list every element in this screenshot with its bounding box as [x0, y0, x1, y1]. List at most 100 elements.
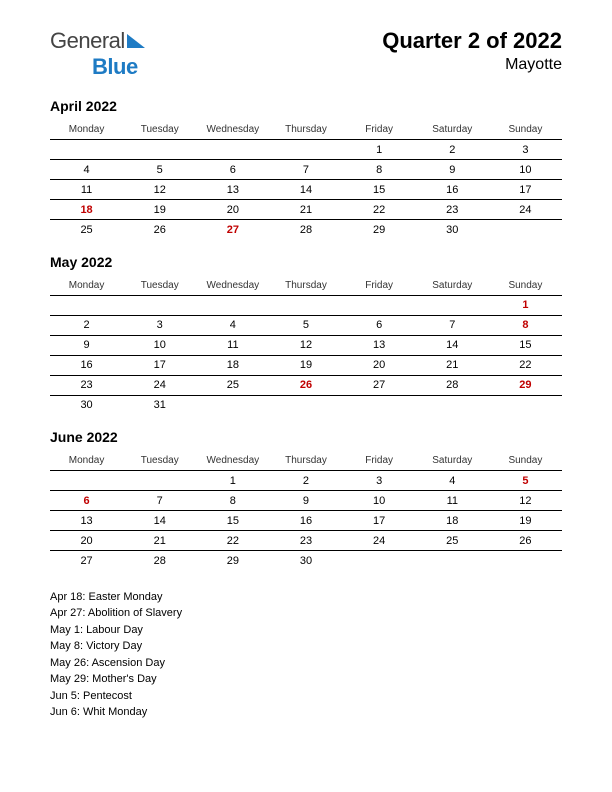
calendar-cell: 6 — [196, 160, 269, 180]
logo-text: GeneralBlue — [50, 28, 145, 80]
calendar-cell — [50, 471, 123, 491]
calendar-cell: 30 — [269, 551, 342, 571]
calendar-row: 45678910 — [50, 160, 562, 180]
calendar-cell: 3 — [489, 140, 562, 160]
calendar-row: 1 — [50, 295, 562, 315]
calendar-cell — [196, 295, 269, 315]
calendar-cell: 27 — [343, 375, 416, 395]
month-block: April 2022MondayTuesdayWednesdayThursday… — [50, 98, 562, 240]
calendar-cell: 30 — [50, 395, 123, 415]
calendar-cell: 15 — [343, 180, 416, 200]
calendar-row: 9101112131415 — [50, 335, 562, 355]
calendar-cell: 17 — [343, 511, 416, 531]
calendar-cell: 2 — [50, 315, 123, 335]
calendar-cell: 20 — [343, 355, 416, 375]
calendar-cell: 15 — [489, 335, 562, 355]
weekday-header: Sunday — [489, 276, 562, 296]
calendar-cell: 19 — [489, 511, 562, 531]
calendar-row: 18192021222324 — [50, 200, 562, 220]
holiday-entry: May 1: Labour Day — [50, 622, 562, 639]
calendar-cell: 20 — [50, 531, 123, 551]
weekday-header: Thursday — [269, 276, 342, 296]
calendar-cell: 4 — [196, 315, 269, 335]
weekday-header: Wednesday — [196, 451, 269, 471]
calendar-cell: 8 — [196, 491, 269, 511]
calendar-cell — [343, 295, 416, 315]
holiday-entry: Jun 5: Pentecost — [50, 688, 562, 705]
calendar-cell: 17 — [123, 355, 196, 375]
calendar-cell: 1 — [489, 295, 562, 315]
calendar-cell: 22 — [343, 200, 416, 220]
calendar-cell: 28 — [416, 375, 489, 395]
calendar-cell: 23 — [416, 200, 489, 220]
weekday-header: Wednesday — [196, 120, 269, 140]
calendar-cell: 28 — [269, 220, 342, 240]
calendar-cell: 18 — [196, 355, 269, 375]
calendar-cell — [196, 395, 269, 415]
weekday-header: Friday — [343, 276, 416, 296]
calendar-cell: 7 — [269, 160, 342, 180]
calendar-cell: 6 — [343, 315, 416, 335]
calendar-cell: 1 — [343, 140, 416, 160]
holidays-list: Apr 18: Easter MondayApr 27: Abolition o… — [50, 589, 562, 721]
calendar-row: 11121314151617 — [50, 180, 562, 200]
calendar-table: MondayTuesdayWednesdayThursdayFridaySatu… — [50, 120, 562, 240]
calendar-cell — [269, 140, 342, 160]
calendar-cell: 12 — [123, 180, 196, 200]
calendar-cell: 26 — [123, 220, 196, 240]
weekday-header: Saturday — [416, 276, 489, 296]
logo-blue: Blue — [92, 54, 138, 79]
weekday-header: Monday — [50, 276, 123, 296]
holiday-entry: Jun 6: Whit Monday — [50, 704, 562, 721]
calendar-cell: 12 — [269, 335, 342, 355]
calendar-cell: 13 — [343, 335, 416, 355]
calendar-cell: 11 — [196, 335, 269, 355]
calendar-cell: 22 — [489, 355, 562, 375]
holiday-entry: May 26: Ascension Day — [50, 655, 562, 672]
weekday-header: Tuesday — [123, 451, 196, 471]
calendar-cell: 16 — [50, 355, 123, 375]
header: GeneralBlue Quarter 2 of 2022 Mayotte — [50, 28, 562, 80]
calendar-cell: 24 — [123, 375, 196, 395]
calendar-cell: 14 — [416, 335, 489, 355]
calendar-cell — [196, 140, 269, 160]
calendar-cell: 26 — [489, 531, 562, 551]
calendar-cell: 13 — [196, 180, 269, 200]
calendar-row: 16171819202122 — [50, 355, 562, 375]
calendar-cell: 4 — [50, 160, 123, 180]
page-subtitle: Mayotte — [382, 56, 562, 74]
calendar-cell — [269, 295, 342, 315]
calendar-cell: 19 — [123, 200, 196, 220]
calendar-cell: 7 — [123, 491, 196, 511]
calendar-row: 13141516171819 — [50, 511, 562, 531]
holiday-entry: Apr 27: Abolition of Slavery — [50, 605, 562, 622]
holiday-entry: Apr 18: Easter Monday — [50, 589, 562, 606]
calendar-table: MondayTuesdayWednesdayThursdayFridaySatu… — [50, 451, 562, 571]
calendar-row: 252627282930 — [50, 220, 562, 240]
calendar-cell: 1 — [196, 471, 269, 491]
calendar-cell: 30 — [416, 220, 489, 240]
calendar-cell: 21 — [269, 200, 342, 220]
weekday-header: Saturday — [416, 451, 489, 471]
calendar-cell: 2 — [269, 471, 342, 491]
calendar-cell — [123, 140, 196, 160]
weekday-header: Wednesday — [196, 276, 269, 296]
calendar-cell: 10 — [123, 335, 196, 355]
calendar-cell — [416, 395, 489, 415]
calendar-cell: 16 — [269, 511, 342, 531]
weekday-header: Sunday — [489, 120, 562, 140]
calendar-row: 6789101112 — [50, 491, 562, 511]
calendar-cell — [343, 395, 416, 415]
calendar-cell: 27 — [50, 551, 123, 571]
weekday-header: Tuesday — [123, 120, 196, 140]
calendar-cell — [123, 295, 196, 315]
calendar-cell: 3 — [123, 315, 196, 335]
calendar-row: 3031 — [50, 395, 562, 415]
calendar-cell: 8 — [489, 315, 562, 335]
calendar-row: 123 — [50, 140, 562, 160]
calendar-cell — [416, 295, 489, 315]
weekday-header: Friday — [343, 120, 416, 140]
calendar-cell: 26 — [269, 375, 342, 395]
calendar-cell — [489, 395, 562, 415]
calendar-cell: 31 — [123, 395, 196, 415]
